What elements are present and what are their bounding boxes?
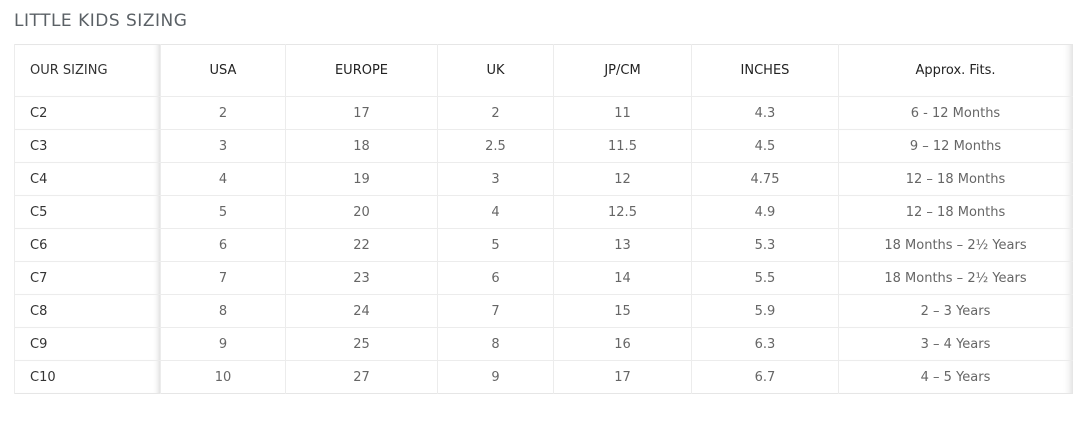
table-cell: 9 – 12 Months — [838, 129, 1073, 163]
table-row: C2 2 17 2 11 4.3 6 - 12 Months — [14, 96, 1073, 130]
table-cell: 17 — [285, 96, 438, 130]
table-row: C10 10 27 9 17 6.7 4 – 5 Years — [14, 360, 1073, 394]
table-cell: 7 — [160, 261, 286, 295]
table-cell: C7 — [14, 261, 161, 295]
table-cell: 6.3 — [691, 327, 839, 361]
table-cell: 14 — [553, 261, 692, 295]
table-cell: 4.5 — [691, 129, 839, 163]
table-cell: 2 – 3 Years — [838, 294, 1073, 328]
table-cell: 3 – 4 Years — [838, 327, 1073, 361]
table-cell: 10 — [160, 360, 286, 394]
table-cell: 5.9 — [691, 294, 839, 328]
table-row: C3 3 18 2.5 11.5 4.5 9 – 12 Months — [14, 129, 1073, 163]
table-cell: 25 — [285, 327, 438, 361]
table-cell: 18 Months – 2½ Years — [838, 228, 1073, 262]
table-cell: 3 — [160, 129, 286, 163]
table-cell: 7 — [437, 294, 554, 328]
table-cell: 8 — [160, 294, 286, 328]
table-cell: 6 — [160, 228, 286, 262]
table-cell: 17 — [553, 360, 692, 394]
table-cell: C4 — [14, 162, 161, 196]
table-cell: 3 — [437, 162, 554, 196]
table-cell: 12.5 — [553, 195, 692, 229]
column-header: EUROPE — [285, 44, 438, 97]
table-cell: 12 — [553, 162, 692, 196]
table-cell: 6 — [437, 261, 554, 295]
table-cell: 23 — [285, 261, 438, 295]
table-row: C6 6 22 5 13 5.3 18 Months – 2½ Years — [14, 228, 1073, 262]
section-title: LITTLE KIDS SIZING — [14, 11, 188, 31]
table-cell: C10 — [14, 360, 161, 394]
table-body: C2 2 17 2 11 4.3 6 - 12 Months C3 3 18 2.5 11.5 4.5 9… — [14, 96, 1073, 394]
column-header: USA — [160, 44, 286, 97]
size-table: OUR SIZING USA EUROPE UK JP/CM INCHES Approx. … — [14, 44, 1073, 394]
column-header: OUR SIZING — [14, 44, 161, 97]
table-cell: 12 – 18 Months — [838, 162, 1073, 196]
table-cell: 8 — [437, 327, 554, 361]
table-row: C8 8 24 7 15 5.9 2 – 3 Years — [14, 294, 1073, 328]
table-cell: 20 — [285, 195, 438, 229]
table-cell: 4.75 — [691, 162, 839, 196]
table-cell: 15 — [553, 294, 692, 328]
table-cell: C2 — [14, 96, 161, 130]
table-cell: 9 — [437, 360, 554, 394]
table-cell: C3 — [14, 129, 161, 163]
table-cell: C9 — [14, 327, 161, 361]
table-cell: 4 — [160, 162, 286, 196]
table-cell: 13 — [553, 228, 692, 262]
table-cell: 2.5 — [437, 129, 554, 163]
table-cell: 19 — [285, 162, 438, 196]
table-cell: 5.5 — [691, 261, 839, 295]
table-cell: 18 — [285, 129, 438, 163]
table-row: C9 9 25 8 16 6.3 3 – 4 Years — [14, 327, 1073, 361]
table-cell: 16 — [553, 327, 692, 361]
table-cell: 4 – 5 Years — [838, 360, 1073, 394]
column-header: INCHES — [691, 44, 839, 97]
table-cell: 12 – 18 Months — [838, 195, 1073, 229]
table-cell: 2 — [437, 96, 554, 130]
header-row: OUR SIZING USA EUROPE UK JP/CM INCHES Approx. … — [14, 44, 1073, 97]
table-cell: 6.7 — [691, 360, 839, 394]
table-cell: C5 — [14, 195, 161, 229]
column-header: JP/CM — [553, 44, 692, 97]
table-cell: 4 — [437, 195, 554, 229]
table-cell: 27 — [285, 360, 438, 394]
table-cell: 24 — [285, 294, 438, 328]
table-cell: 5 — [437, 228, 554, 262]
table-cell: 5.3 — [691, 228, 839, 262]
table-cell: 5 — [160, 195, 286, 229]
table-cell: 9 — [160, 327, 286, 361]
column-header: UK — [437, 44, 554, 97]
table-cell: 11.5 — [553, 129, 692, 163]
table-cell: 18 Months – 2½ Years — [838, 261, 1073, 295]
table-cell: 4.9 — [691, 195, 839, 229]
table-cell: 6 - 12 Months — [838, 96, 1073, 130]
table-cell: C8 — [14, 294, 161, 328]
table-cell: 11 — [553, 96, 692, 130]
table-cell: 4.3 — [691, 96, 839, 130]
table-row: C5 5 20 4 12.5 4.9 12 – 18 Months — [14, 195, 1073, 229]
table-cell: 2 — [160, 96, 286, 130]
table-row: C7 7 23 6 14 5.5 18 Months – 2½ Years — [14, 261, 1073, 295]
table-cell: C6 — [14, 228, 161, 262]
column-header: Approx. Fits. — [838, 44, 1073, 97]
table-cell: 22 — [285, 228, 438, 262]
table-row: C4 4 19 3 12 4.75 12 – 18 Months — [14, 162, 1073, 196]
